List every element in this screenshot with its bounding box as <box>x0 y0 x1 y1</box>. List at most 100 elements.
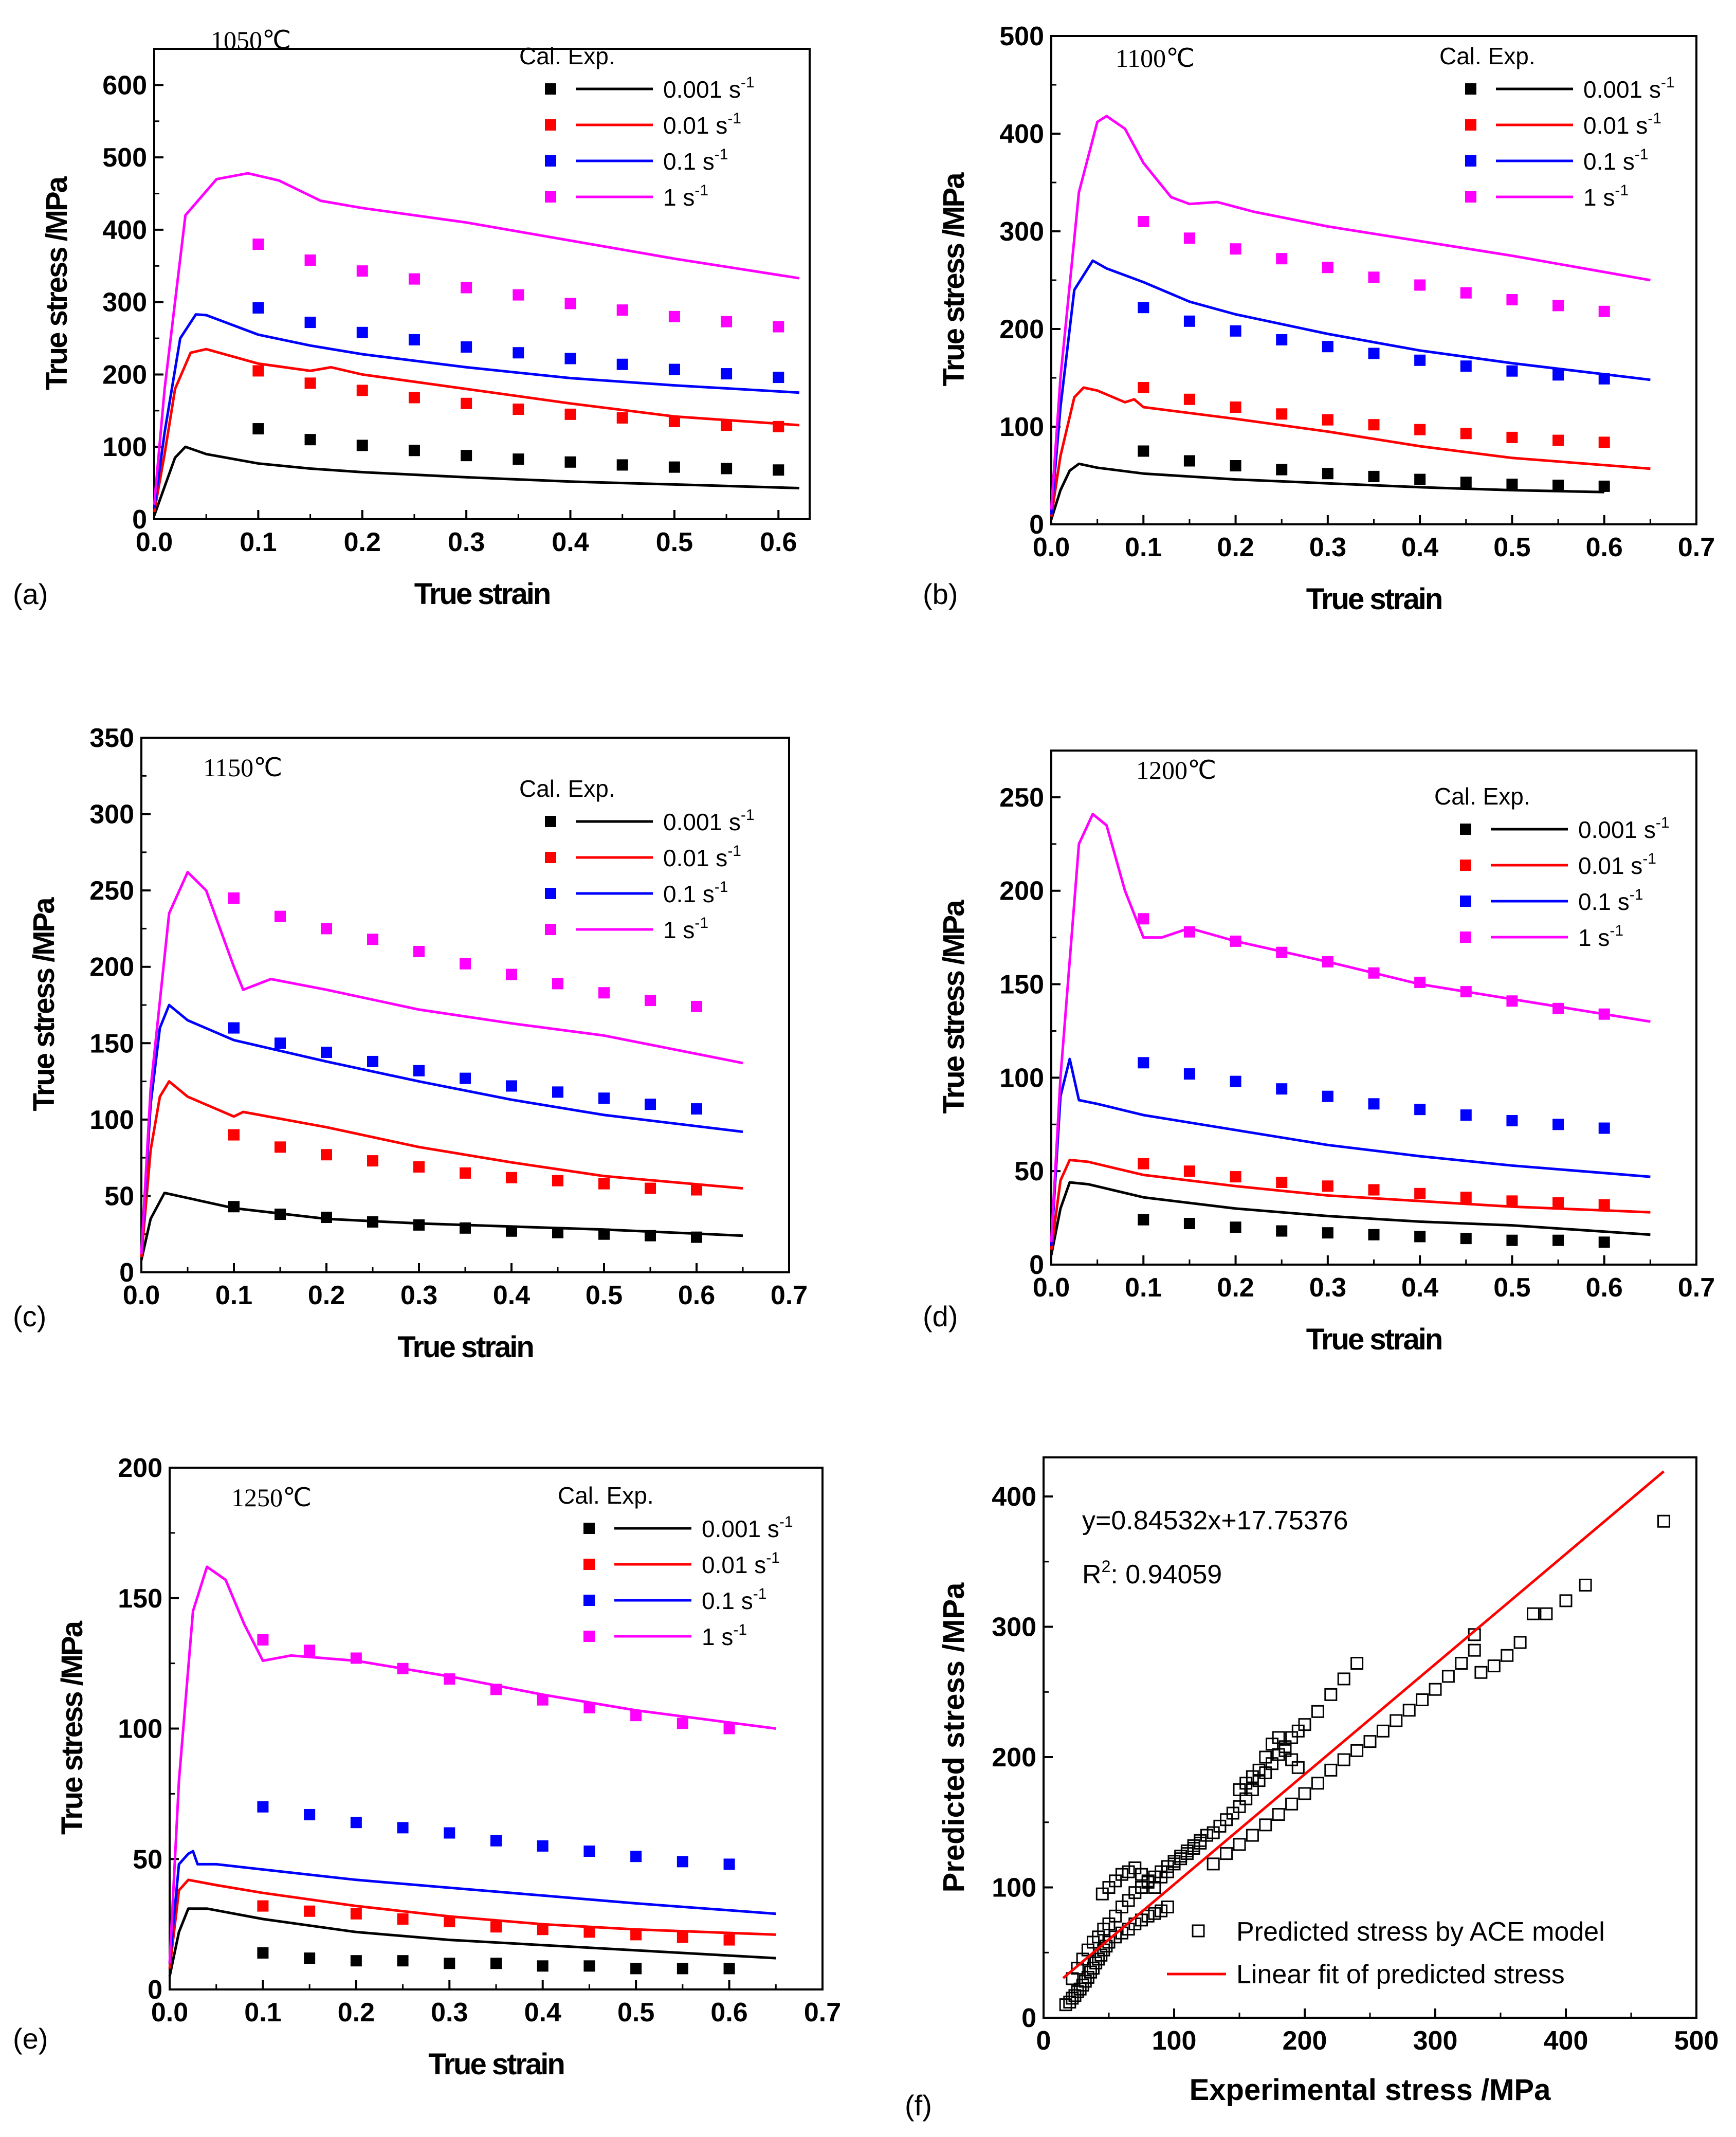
legend-rate: 0.01 s <box>1578 852 1642 879</box>
y-tick-label: 150 <box>118 1584 162 1614</box>
legend-open-square <box>1192 1924 1205 1938</box>
scatter-point <box>1298 1787 1311 1800</box>
exp-point <box>1598 305 1610 317</box>
scatter-point <box>1259 1750 1272 1764</box>
exp-point <box>645 995 656 1007</box>
legend-square-marker <box>583 1523 595 1534</box>
calc-curve-1 <box>1050 386 1651 517</box>
exp-point <box>1506 431 1518 443</box>
panel-4: 0.0 0.1 0.2 0.3 0.4 0.5 0.6 0.7 0 50 100 150 200 250 T… <box>923 750 1715 1356</box>
exp-point <box>668 363 680 375</box>
exp-point <box>257 1900 269 1912</box>
exp-point <box>304 1905 316 1917</box>
exp-point <box>564 298 576 309</box>
exp-point <box>506 1080 517 1092</box>
scatter-legend: Predicted stress by ACE model Linear fit … <box>1167 1917 1605 1989</box>
scatter-point <box>1337 1672 1350 1686</box>
exp-point <box>721 463 733 474</box>
legend-rate: 1 s <box>663 917 695 943</box>
exp-point <box>1138 216 1149 227</box>
legend-rate: 0.001 s <box>663 809 741 835</box>
legend-rate-superscript: -1 <box>715 879 728 896</box>
exp-point <box>616 358 628 370</box>
exp-point <box>1552 480 1564 491</box>
panel-label: (c) <box>13 1300 46 1332</box>
x-tick-label: 0.1 <box>1125 533 1162 562</box>
x-tick-label: 500 <box>1674 2026 1719 2056</box>
legend-square-marker <box>1460 896 1471 907</box>
temperature-label: 1150℃ <box>203 753 282 782</box>
y-tick-label: 150 <box>89 1029 134 1058</box>
exp-point <box>1598 480 1610 492</box>
exp-point <box>1506 365 1518 377</box>
exp-point <box>506 1225 517 1237</box>
y-tick-label: 0 <box>1029 510 1044 540</box>
exp-point <box>773 372 784 383</box>
y-tick-label: 500 <box>999 22 1044 51</box>
exp-point <box>513 404 524 415</box>
exp-point <box>1276 946 1288 958</box>
y-tick-label: 500 <box>102 143 147 173</box>
scatter-point <box>1527 1607 1540 1620</box>
exp-point <box>1506 995 1518 1007</box>
exp-point <box>304 317 316 328</box>
y-tick-label: 50 <box>133 1844 162 1874</box>
x-tick-label: 0.2 <box>344 527 381 557</box>
exp-point <box>1506 1115 1518 1126</box>
exp-point <box>304 1952 316 1964</box>
exp-point <box>304 377 316 389</box>
exp-point <box>444 1827 455 1839</box>
panel-2: 0.0 0.1 0.2 0.3 0.4 0.5 0.6 0.7 0 100 200 300 400 500… <box>923 22 1715 616</box>
scatter-point <box>1285 1731 1299 1744</box>
x-tick-label: 0.3 <box>400 1281 437 1310</box>
exp-point <box>1322 341 1333 353</box>
exp-point <box>444 1673 455 1685</box>
exp-point <box>1598 1122 1610 1134</box>
legend-square-marker <box>545 888 556 899</box>
calc-curve-0 <box>168 1907 776 1977</box>
exp-point <box>1460 1233 1472 1245</box>
x-tick-label: 0.5 <box>1493 533 1530 562</box>
legend-square-marker <box>545 155 556 167</box>
x-tick-label: 0.6 <box>1586 1273 1623 1303</box>
exp-point <box>275 1037 286 1049</box>
exp-point <box>513 289 524 301</box>
calc-curve-1 <box>1050 1158 1651 1250</box>
r-squared-part: 2 <box>1102 1557 1111 1576</box>
legend-rate: 0.1 s <box>663 148 715 175</box>
exp-point <box>1368 1184 1380 1196</box>
exp-point <box>668 415 680 427</box>
scatter-point <box>1501 1649 1514 1662</box>
exp-point <box>408 273 420 285</box>
exp-point <box>677 1963 688 1975</box>
legend-rate-superscript: -1 <box>695 915 708 931</box>
exp-point <box>356 265 368 277</box>
exp-point <box>1598 436 1610 448</box>
y-axis-label: True stress /MPa <box>937 172 971 387</box>
y-axis-label: True stress /MPa <box>937 900 971 1114</box>
scatter-point <box>1474 1666 1488 1679</box>
exp-point <box>304 1645 316 1656</box>
exp-point <box>598 987 610 999</box>
x-tick-label: 0.5 <box>617 1998 654 2028</box>
exp-point <box>1598 1236 1610 1248</box>
exp-point <box>444 1916 455 1928</box>
exp-point <box>397 1913 409 1925</box>
scatter-point <box>1115 1901 1128 1914</box>
exp-point <box>1276 1225 1288 1237</box>
legend-label: 0.1 s-1 <box>663 146 728 175</box>
legend-header: Cal. Exp. <box>1434 783 1530 810</box>
calc-curve-0 <box>1050 462 1604 520</box>
legend-label: 0.1 s-1 <box>702 1585 766 1614</box>
legend-rate: 0.001 s <box>1578 816 1656 843</box>
scatter-point <box>1135 1868 1148 1881</box>
exp-point <box>1460 360 1472 372</box>
legend-item: 1 s-1 <box>1460 922 1623 951</box>
y-tick-label: 0 <box>132 505 147 535</box>
exp-point <box>1183 455 1195 467</box>
y-tick-label: 250 <box>89 876 134 906</box>
scatter-point <box>1200 1829 1213 1842</box>
y-tick-label: 300 <box>992 1613 1036 1642</box>
scatter-point <box>1350 1657 1364 1670</box>
scatter-point <box>1487 1659 1501 1673</box>
